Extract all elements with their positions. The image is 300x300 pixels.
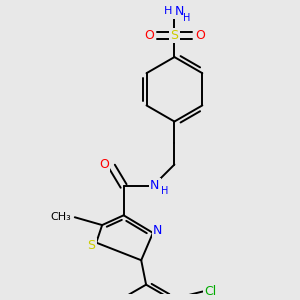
Text: N: N xyxy=(175,5,184,18)
Text: H: H xyxy=(161,186,168,196)
Text: O: O xyxy=(99,158,109,171)
Text: N: N xyxy=(153,224,163,237)
Text: H: H xyxy=(164,6,172,16)
Text: N: N xyxy=(150,179,160,193)
Text: H: H xyxy=(183,13,191,23)
Text: CH₃: CH₃ xyxy=(51,212,71,222)
Text: S: S xyxy=(87,239,95,252)
Text: Cl: Cl xyxy=(204,285,217,298)
Text: O: O xyxy=(144,29,154,42)
Text: S: S xyxy=(170,29,178,42)
Text: O: O xyxy=(195,29,205,42)
